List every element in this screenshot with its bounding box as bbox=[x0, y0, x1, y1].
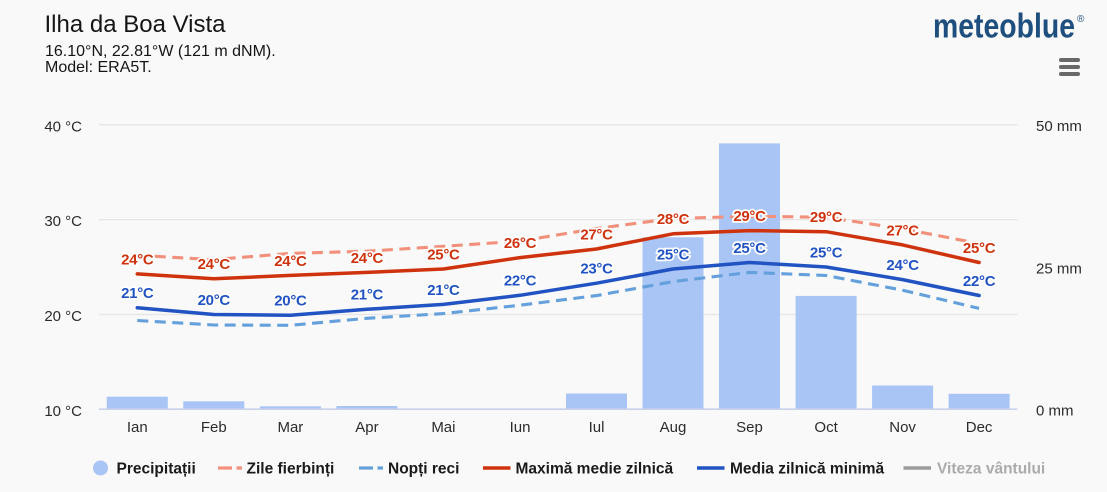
svg-text:Mai: Mai bbox=[431, 419, 455, 436]
svg-text:29°C: 29°C bbox=[733, 208, 766, 225]
svg-text:25°C: 25°C bbox=[963, 240, 996, 257]
svg-text:Ian: Ian bbox=[127, 419, 148, 436]
svg-text:25°C: 25°C bbox=[810, 244, 843, 261]
svg-text:Dec: Dec bbox=[966, 419, 993, 436]
svg-text:Nov: Nov bbox=[889, 419, 916, 436]
svg-text:meteoblue: meteoblue bbox=[933, 7, 1075, 45]
svg-text:25°C: 25°C bbox=[733, 240, 766, 257]
svg-text:20°C: 20°C bbox=[274, 293, 307, 310]
svg-text:Viteza vântului: Viteza vântului bbox=[937, 460, 1045, 477]
svg-text:Media zilnică minimă: Media zilnică minimă bbox=[730, 460, 885, 477]
svg-text:Apr: Apr bbox=[355, 419, 378, 436]
svg-text:Nopți reci: Nopți reci bbox=[388, 460, 459, 477]
svg-text:30 °C: 30 °C bbox=[44, 213, 82, 230]
svg-text:Precipitații: Precipitații bbox=[117, 460, 196, 477]
svg-text:22°C: 22°C bbox=[504, 273, 537, 290]
svg-text:Oct: Oct bbox=[814, 419, 838, 436]
svg-text:21°C: 21°C bbox=[427, 282, 460, 299]
svg-text:24°C: 24°C bbox=[351, 250, 384, 267]
svg-text:0 mm: 0 mm bbox=[1036, 403, 1074, 420]
svg-text:24°C: 24°C bbox=[198, 256, 231, 273]
svg-text:26°C: 26°C bbox=[504, 235, 537, 252]
svg-text:24°C: 24°C bbox=[274, 253, 307, 270]
svg-text:10 °C: 10 °C bbox=[44, 403, 82, 420]
svg-text:21°C: 21°C bbox=[121, 285, 154, 302]
svg-text:23°C: 23°C bbox=[580, 261, 613, 278]
svg-text:40 °C: 40 °C bbox=[44, 118, 82, 135]
svg-text:22°C: 22°C bbox=[963, 273, 996, 290]
svg-text:Maximă medie zilnică: Maximă medie zilnică bbox=[516, 460, 674, 477]
svg-text:Mar: Mar bbox=[277, 419, 303, 436]
svg-text:50 mm: 50 mm bbox=[1036, 118, 1082, 135]
svg-text:27°C: 27°C bbox=[886, 222, 919, 239]
svg-text:28°C: 28°C bbox=[657, 211, 690, 228]
svg-text:Aug: Aug bbox=[660, 419, 687, 436]
svg-text:Iul: Iul bbox=[589, 419, 605, 436]
svg-text:Zile fierbinți: Zile fierbinți bbox=[247, 460, 335, 477]
svg-text:27°C: 27°C bbox=[580, 226, 613, 243]
svg-text:25°C: 25°C bbox=[427, 246, 460, 263]
svg-text:21°C: 21°C bbox=[351, 287, 384, 304]
svg-text:25 mm: 25 mm bbox=[1036, 260, 1082, 277]
svg-text:20 °C: 20 °C bbox=[44, 308, 82, 325]
svg-text:24°C: 24°C bbox=[121, 251, 154, 268]
svg-text:Feb: Feb bbox=[201, 419, 227, 436]
svg-text:®: ® bbox=[1077, 14, 1085, 25]
svg-text:20°C: 20°C bbox=[198, 292, 231, 309]
svg-text:25°C: 25°C bbox=[657, 246, 690, 263]
svg-text:29°C: 29°C bbox=[810, 209, 843, 226]
svg-text:24°C: 24°C bbox=[886, 257, 919, 274]
svg-text:Sep: Sep bbox=[736, 419, 763, 436]
svg-text:Iun: Iun bbox=[510, 419, 531, 436]
